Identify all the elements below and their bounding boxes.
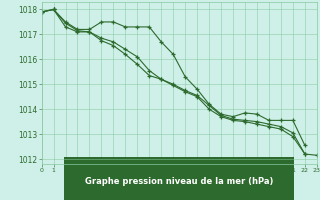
X-axis label: Graphe pression niveau de la mer (hPa): Graphe pression niveau de la mer (hPa): [85, 177, 273, 186]
